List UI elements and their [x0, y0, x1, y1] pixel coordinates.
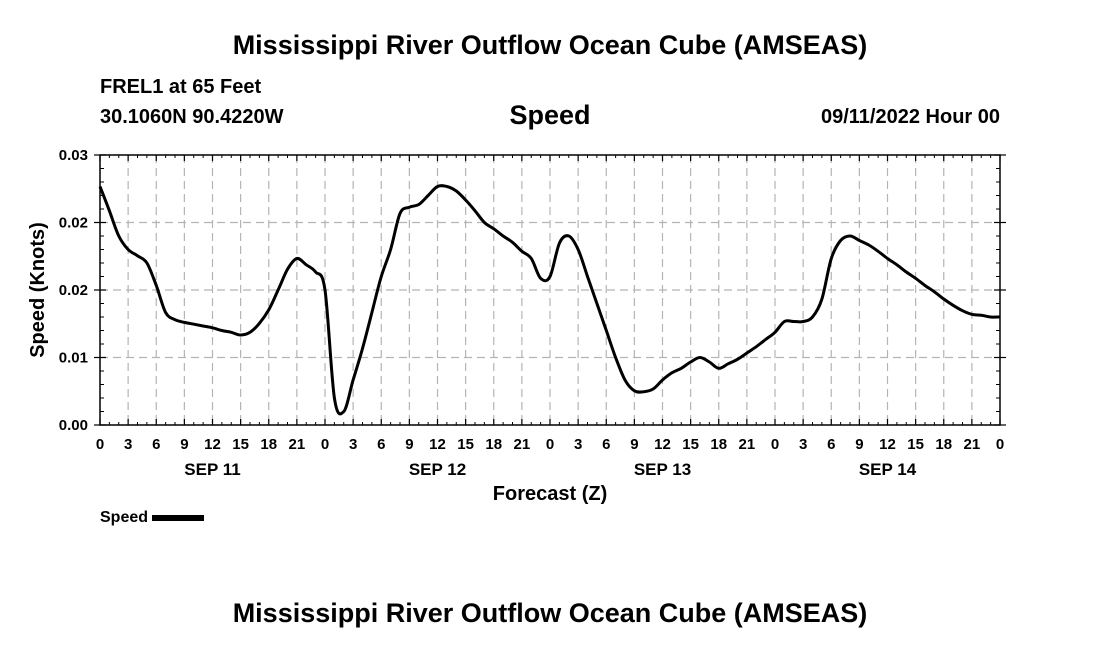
- station-label: FREL1 at 65 Feet: [100, 76, 262, 98]
- x-tick-label: 9: [180, 436, 188, 453]
- x-tick-label: 9: [630, 436, 638, 453]
- x-tick-label: 18: [485, 436, 502, 453]
- x-tick-label: 9: [405, 436, 413, 453]
- y-tick-label: 0.03: [59, 147, 88, 164]
- x-tick-label: 12: [204, 436, 221, 453]
- legend: Speed: [100, 509, 205, 527]
- forecast-timestamp: 09/11/2022 Hour 00: [820, 106, 1000, 128]
- y-tick-label: 0.01: [59, 350, 88, 367]
- axis-labels: 0 3 6 9 12 15 18 21 0 3 6 9 12 15 18 21 0 3 6 9 12 15 18 21 0 3 6 9…: [59, 147, 1004, 479]
- x-tick-label: 21: [514, 436, 531, 453]
- x-tick-label: 9: [855, 436, 863, 453]
- y-tick-label: 0.00: [59, 417, 88, 434]
- panel-title: Speed: [509, 100, 591, 130]
- date-label: SEP 13: [634, 460, 691, 479]
- x-tick-label: 3: [799, 436, 807, 453]
- legend-swatch: [152, 514, 205, 521]
- y-axis-label: Speed (Knots): [27, 222, 49, 358]
- plot-frame: [99, 154, 1001, 426]
- x-tick-label: 6: [152, 436, 160, 453]
- x-tick-label: 3: [574, 436, 582, 453]
- footer-title: Mississippi River Outflow Ocean Cube (AM…: [232, 598, 868, 628]
- x-tick-label: 21: [964, 436, 981, 453]
- x-tick-label: 6: [377, 436, 385, 453]
- x-tick-label: 21: [739, 436, 756, 453]
- x-tick-label: 15: [907, 436, 924, 453]
- x-tick-label: 12: [654, 436, 671, 453]
- x-tick-label: 12: [879, 436, 896, 453]
- x-tick-label: 3: [124, 436, 132, 453]
- x-tick-label: 18: [935, 436, 952, 453]
- series-line-speed: [98, 184, 1001, 416]
- x-tick-label: 0: [321, 436, 329, 453]
- x-tick-label: 3: [349, 436, 357, 453]
- chart-title: Mississippi River Outflow Ocean Cube (AM…: [232, 30, 868, 60]
- x-tick-label: 18: [260, 436, 277, 453]
- x-tick-label: 12: [429, 436, 446, 453]
- x-tick-label: 0: [771, 436, 779, 453]
- date-label: SEP 11: [184, 460, 240, 479]
- x-tick-label: 15: [457, 436, 474, 453]
- x-axis-label: Forecast (Z): [493, 483, 607, 505]
- x-tick-label: 15: [232, 436, 249, 453]
- date-label: SEP 14: [859, 460, 917, 479]
- x-tick-label: 6: [827, 436, 835, 453]
- station-coordinates: 30.1060N 90.4220W: [100, 106, 284, 128]
- grid: [100, 155, 1000, 425]
- y-tick-label: 0.02: [59, 215, 88, 232]
- x-tick-label: 0: [546, 436, 554, 453]
- x-tick-label: 15: [682, 436, 699, 453]
- x-tick-label: 0: [96, 436, 104, 453]
- x-tick-label: 6: [602, 436, 610, 453]
- y-tick-label: 0.02: [59, 282, 88, 299]
- x-tick-label: 18: [710, 436, 727, 453]
- legend-label: Speed: [100, 509, 149, 526]
- series-layer: [98, 184, 1001, 416]
- x-tick-label: 0: [996, 436, 1004, 453]
- date-label: SEP 12: [409, 460, 466, 479]
- x-tick-label: 21: [289, 436, 306, 453]
